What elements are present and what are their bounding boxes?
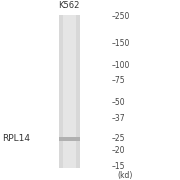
Text: –25: –25: [112, 134, 125, 143]
Bar: [59, 15, 80, 168]
Text: K562: K562: [59, 1, 80, 10]
Text: –250: –250: [112, 12, 130, 21]
Text: –37: –37: [112, 114, 125, 123]
Bar: [59, 137, 80, 141]
Text: –15: –15: [112, 162, 125, 171]
Text: (kd): (kd): [117, 171, 132, 180]
Text: –75: –75: [112, 76, 125, 85]
Text: –100: –100: [112, 61, 130, 70]
Text: –50: –50: [112, 98, 125, 107]
Text: –20: –20: [112, 146, 125, 155]
Text: –150: –150: [112, 39, 130, 48]
Text: RPL14: RPL14: [2, 134, 30, 143]
Bar: [63, 15, 76, 168]
